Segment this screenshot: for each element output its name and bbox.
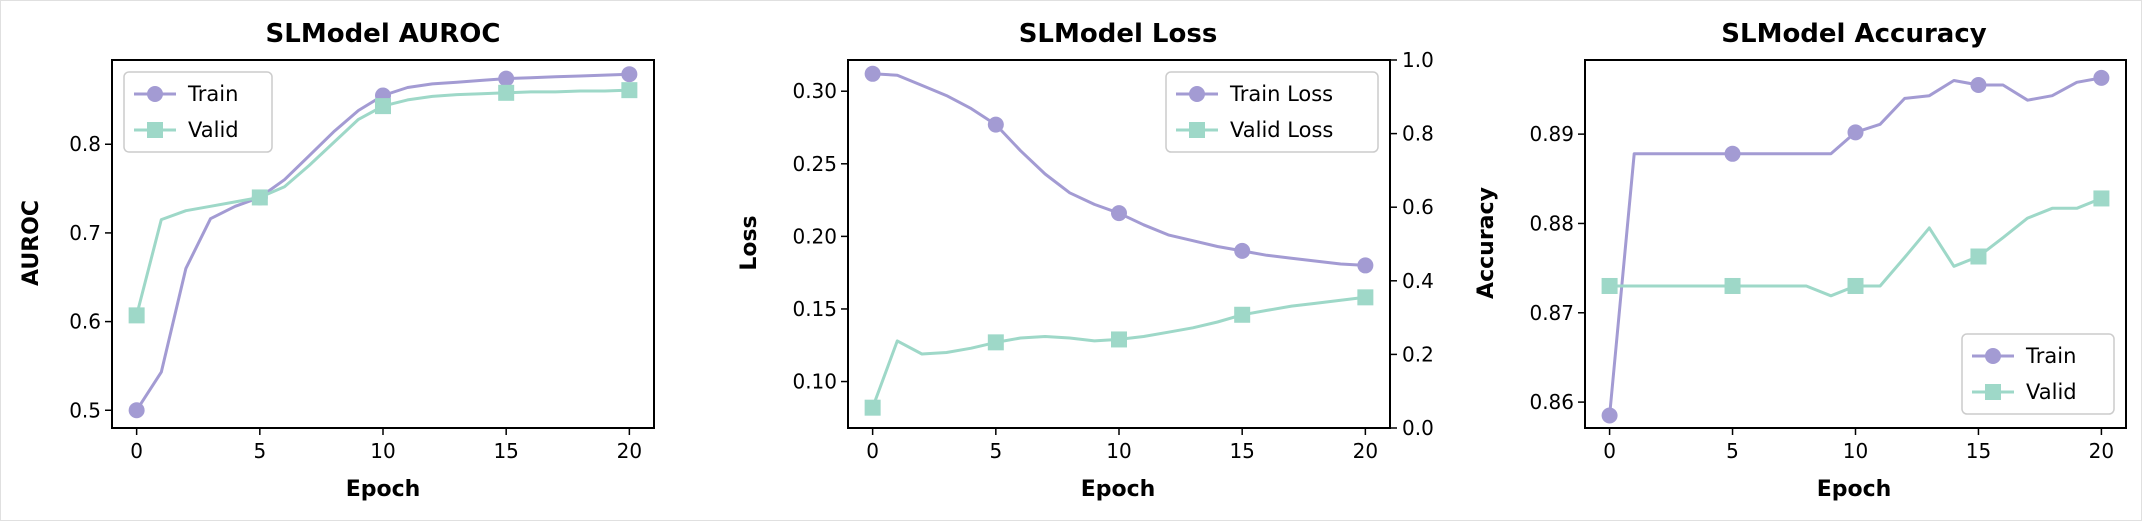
y2-tick-label: 0.2 xyxy=(1402,342,1434,366)
legend-frame xyxy=(1165,71,1379,153)
y-tick-label: 0.88 xyxy=(1529,211,1574,235)
data-point xyxy=(1234,242,1251,259)
y2-tick-label: 0.0 xyxy=(1402,416,1434,440)
y-axis-label: Accuracy xyxy=(1474,187,1499,299)
data-point xyxy=(251,189,268,206)
x-tick-label: 0 xyxy=(866,439,879,463)
x-axis-label: Epoch xyxy=(346,477,421,502)
x-tick-label: 20 xyxy=(1353,439,1378,463)
y-tick-label: 0.10 xyxy=(792,370,837,394)
x-tick-label: 5 xyxy=(253,439,266,463)
data-point xyxy=(987,334,1004,351)
legend-marker xyxy=(1985,348,2001,364)
x-tick-label: 15 xyxy=(1966,439,1991,463)
y-tick-label: 0.7 xyxy=(69,221,101,245)
y2-tick-label: 0.6 xyxy=(1402,195,1434,219)
y-axis-label: Loss xyxy=(737,215,762,270)
x-axis-label: Epoch xyxy=(1081,477,1156,502)
x-tick-label: 5 xyxy=(1726,439,1739,463)
data-point xyxy=(128,307,145,324)
data-point xyxy=(621,82,638,99)
data-point xyxy=(1234,306,1251,323)
x-tick-label: 5 xyxy=(989,439,1002,463)
legend: Train Loss Valid Loss xyxy=(1165,71,1379,153)
x-tick-label: 0 xyxy=(1603,439,1616,463)
data-point xyxy=(1724,277,1741,294)
x-axis-label: Epoch xyxy=(1817,477,1892,502)
accuracy-chart: SLModel Accuracy Epoch Accuracy 0 5 10 15 20… xyxy=(1474,19,2127,502)
data-point xyxy=(1970,248,1987,265)
data-point xyxy=(987,116,1004,133)
y-tick-label: 0.20 xyxy=(792,224,837,248)
y-tick-label: 0.30 xyxy=(792,79,837,103)
legend: Train Valid xyxy=(1961,333,2115,415)
chart-title: SLModel Accuracy xyxy=(1721,19,1986,49)
data-point xyxy=(1601,407,1618,424)
y-tick-label: 0.89 xyxy=(1529,122,1574,146)
data-point xyxy=(621,66,638,83)
legend-marker xyxy=(147,86,163,102)
data-point xyxy=(1970,77,1987,94)
data-point xyxy=(1847,124,1864,141)
data-point xyxy=(375,98,391,115)
loss-chart: SLModel Loss Epoch Loss 0 5 10 15 20 0.10 0.15… xyxy=(737,19,1434,502)
y2-tick-label: 1.0 xyxy=(1402,48,1434,72)
x-tick-label: 15 xyxy=(493,439,518,463)
x-tick-label: 0 xyxy=(130,439,143,463)
data-point xyxy=(864,65,881,82)
legend-marker xyxy=(1985,384,2001,400)
data-point xyxy=(498,84,515,101)
data-point xyxy=(1724,145,1741,162)
data-point xyxy=(1111,331,1127,348)
data-point xyxy=(2093,190,2110,207)
x-tick-label: 10 xyxy=(1843,439,1868,463)
y2-tick-label: 0.4 xyxy=(1402,269,1434,293)
y-tick-label: 0.6 xyxy=(69,310,101,334)
x-tick-label: 10 xyxy=(1106,439,1131,463)
x-tick-label: 15 xyxy=(1229,439,1254,463)
y2-tick-label: 0.8 xyxy=(1402,122,1434,146)
data-point xyxy=(2093,69,2110,86)
auroc-chart: SLModel AUROC Epoch AUROC 0 5 10 15 20 0.5 0.6… xyxy=(19,19,655,502)
x-tick-label: 10 xyxy=(370,439,395,463)
data-point xyxy=(498,70,515,87)
y-axis-label: AUROC xyxy=(19,200,44,286)
data-point xyxy=(1601,277,1618,294)
legend-label: Valid Loss xyxy=(1230,118,1333,142)
y-tick-label: 0.8 xyxy=(69,132,101,156)
data-point xyxy=(1111,205,1127,222)
x-tick-label: 20 xyxy=(2089,439,2114,463)
legend-label: Valid xyxy=(188,118,239,142)
chart-title: SLModel Loss xyxy=(1019,19,1218,49)
legend-label: Valid xyxy=(2026,380,2077,404)
data-point xyxy=(1357,289,1374,306)
y-tick-label: 0.15 xyxy=(792,297,837,321)
x-tick-label: 20 xyxy=(617,439,642,463)
data-point xyxy=(864,399,881,416)
data-point xyxy=(1357,257,1374,274)
y-tick-label: 0.25 xyxy=(792,152,837,176)
legend-label: Train xyxy=(2025,344,2076,368)
legend-marker xyxy=(147,122,163,138)
data-point xyxy=(1847,277,1864,294)
legend-marker xyxy=(1189,122,1205,138)
y-tick-label: 0.5 xyxy=(69,398,101,422)
y-tick-label: 0.87 xyxy=(1529,301,1574,325)
y-tick-label: 0.86 xyxy=(1529,390,1574,414)
legend-marker xyxy=(1189,86,1205,102)
legend-label: Train xyxy=(187,82,238,106)
chart-title: SLModel AUROC xyxy=(266,19,501,49)
legend-label: Train Loss xyxy=(1229,82,1333,106)
legend: Train Valid xyxy=(123,71,273,153)
data-point xyxy=(128,402,145,419)
